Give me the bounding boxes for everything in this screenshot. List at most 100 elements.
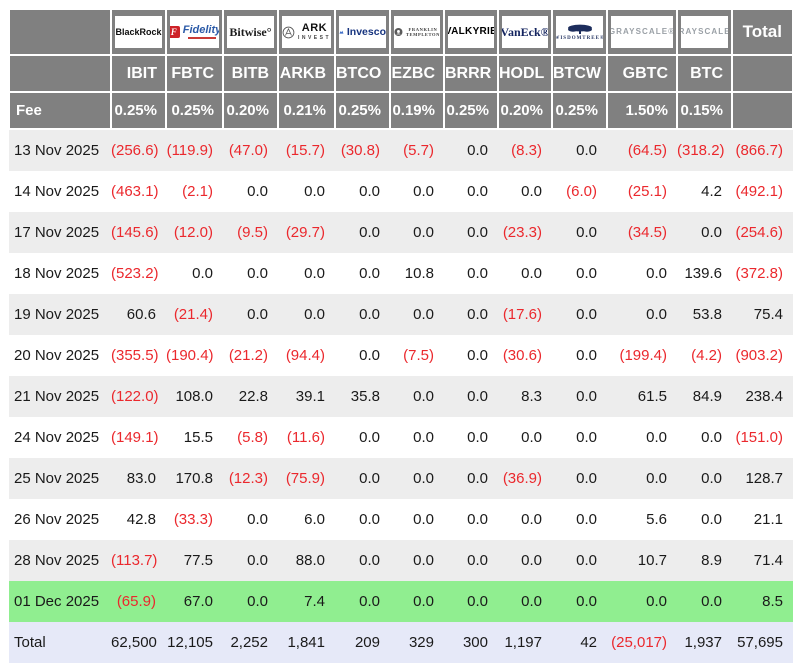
date-cell: 17 Nov 2025 — [9, 212, 111, 253]
row-total-cell: 71.4 — [732, 540, 793, 581]
value-cell-fbtc: (119.9) — [166, 129, 223, 171]
row-total-cell: 8.5 — [732, 581, 793, 622]
value-cell-btc: 0.0 — [677, 417, 732, 458]
value-cell-btcw: 0.0 — [552, 417, 607, 458]
blackrock-logo: BlackRock — [115, 16, 162, 48]
row-total-cell: 238.4 — [732, 376, 793, 417]
date-cell: 20 Nov 2025 — [9, 335, 111, 376]
value-cell-btcw: 0.0 — [552, 253, 607, 294]
value-cell-bitb: 0.0 — [223, 499, 278, 540]
value-cell-btc: 1,937 — [677, 622, 732, 663]
value-cell-hodl: (36.9) — [498, 458, 552, 499]
fee-cell-btco: 0.25% — [334, 91, 391, 130]
ticker-cell-arkb: ARKB — [277, 54, 336, 93]
fee-cell-ibit: 0.25% — [110, 91, 167, 130]
value-cell-btc: 4.2 — [677, 171, 732, 212]
value-cell-arkb: 7.4 — [278, 581, 335, 622]
blank-cell — [731, 91, 794, 130]
value-cell-ezbc: 0.0 — [390, 499, 444, 540]
value-cell-bitb: 0.0 — [223, 253, 278, 294]
value-cell-ibit: (149.1) — [111, 417, 166, 458]
value-cell-btc: 139.6 — [677, 253, 732, 294]
value-cell-arkb: (29.7) — [278, 212, 335, 253]
value-cell-ezbc: 0.0 — [390, 458, 444, 499]
value-cell-btcw: 0.0 — [552, 335, 607, 376]
value-cell-ezbc: 0.0 — [390, 540, 444, 581]
value-cell-hodl: (8.3) — [498, 129, 552, 171]
value-cell-hodl: (23.3) — [498, 212, 552, 253]
value-cell-ibit: 62,500 — [111, 622, 166, 663]
date-cell: 26 Nov 2025 — [9, 499, 111, 540]
table-row: 26 Nov 2025 42.8 (33.3) 0.0 6.0 0.0 0.0 0.0 0.0 0… — [9, 499, 793, 540]
invesco-mountain-icon — [339, 30, 344, 34]
ticker-cell-btco: BTCO — [334, 54, 391, 93]
value-cell-btc: 0.0 — [677, 581, 732, 622]
date-cell: 01 Dec 2025 — [9, 581, 111, 622]
value-cell-hodl: 0.0 — [498, 540, 552, 581]
date-cell: 19 Nov 2025 — [9, 294, 111, 335]
row-total-cell: 21.1 — [732, 499, 793, 540]
value-cell-hodl: 0.0 — [498, 253, 552, 294]
value-cell-gbtc: (25.1) — [607, 171, 677, 212]
fee-cell-fbtc: 0.25% — [165, 91, 224, 130]
value-cell-arkb: 0.0 — [278, 253, 335, 294]
value-cell-btco: 0.0 — [335, 253, 390, 294]
value-cell-brrr: 0.0 — [444, 294, 498, 335]
table-row: 13 Nov 2025 (256.6) (119.9) (47.0) (15.7) (30… — [9, 129, 793, 171]
value-cell-hodl: (17.6) — [498, 294, 552, 335]
value-cell-arkb: (75.9) — [278, 458, 335, 499]
value-cell-ibit: (113.7) — [111, 540, 166, 581]
value-cell-arkb: (15.7) — [278, 129, 335, 171]
value-cell-brrr: 0.0 — [444, 417, 498, 458]
value-cell-gbtc: 61.5 — [607, 376, 677, 417]
value-cell-ibit: (122.0) — [111, 376, 166, 417]
logo-cell-hodl: VanEck® — [497, 8, 553, 56]
value-cell-gbtc: 0.0 — [607, 417, 677, 458]
value-cell-gbtc: 5.6 — [607, 499, 677, 540]
value-cell-ibit: 60.6 — [111, 294, 166, 335]
value-cell-hodl: 0.0 — [498, 171, 552, 212]
value-cell-btco: 0.0 — [335, 294, 390, 335]
date-cell: 25 Nov 2025 — [9, 458, 111, 499]
value-cell-hodl: 0.0 — [498, 499, 552, 540]
value-cell-gbtc: 0.0 — [607, 294, 677, 335]
value-cell-btcw: (6.0) — [552, 171, 607, 212]
table-row: 25 Nov 2025 83.0 170.8 (12.3) (75.9) 0.0 0.0 0.… — [9, 458, 793, 499]
table-row: 01 Dec 2025 (65.9) 67.0 0.0 7.4 0.0 0.0 0.0 0.0 0… — [9, 581, 793, 622]
fee-cell-ezbc: 0.19% — [389, 91, 445, 130]
date-cell: 18 Nov 2025 — [9, 253, 111, 294]
logo-row: BlackRock F Fidelity Bitwise° ARK INVEST Inves… — [8, 8, 794, 56]
value-cell-btc: 0.0 — [677, 499, 732, 540]
value-cell-ezbc: 0.0 — [390, 212, 444, 253]
value-cell-bitb: (5.8) — [223, 417, 278, 458]
table-row: 14 Nov 2025 (463.1) (2.1) 0.0 0.0 0.0 0.0 0.0 0.… — [9, 171, 793, 212]
value-cell-ibit: (463.1) — [111, 171, 166, 212]
value-cell-btcw: 0.0 — [552, 376, 607, 417]
logo-cell-brrr: VALKYRIE — [443, 8, 499, 56]
value-cell-arkb: 88.0 — [278, 540, 335, 581]
value-cell-ezbc: 10.8 — [390, 253, 444, 294]
total-header-cell: Total — [731, 8, 794, 56]
value-cell-ibit: (355.5) — [111, 335, 166, 376]
value-cell-btco: 209 — [335, 622, 390, 663]
value-cell-btcw: 0.0 — [552, 581, 607, 622]
table-row: 28 Nov 2025 (113.7) 77.5 0.0 88.0 0.0 0.0 0.0 0.… — [9, 540, 793, 581]
value-cell-btc: 8.9 — [677, 540, 732, 581]
date-cell: 28 Nov 2025 — [9, 540, 111, 581]
value-cell-gbtc: 0.0 — [607, 458, 677, 499]
ticker-cell-ibit: IBIT — [110, 54, 167, 93]
row-total-cell: (151.0) — [732, 417, 793, 458]
value-cell-ezbc: (5.7) — [390, 129, 444, 171]
ticker-cell-bitb: BITB — [222, 54, 279, 93]
value-cell-brrr: 0.0 — [444, 335, 498, 376]
value-cell-brrr: 0.0 — [444, 253, 498, 294]
value-cell-btco: 0.0 — [335, 417, 390, 458]
value-cell-brrr: 0.0 — [444, 540, 498, 581]
value-cell-ibit: (145.6) — [111, 212, 166, 253]
value-cell-gbtc: 0.0 — [607, 253, 677, 294]
value-cell-bitb: 0.0 — [223, 540, 278, 581]
value-cell-hodl: (30.6) — [498, 335, 552, 376]
fee-row: Fee 0.25% 0.25% 0.20% 0.21% 0.25% 0.19% 0.25% 0.… — [8, 91, 794, 130]
value-cell-fbtc: (33.3) — [166, 499, 223, 540]
logo-cell-btcw: WISDOMTREE® — [551, 8, 608, 56]
